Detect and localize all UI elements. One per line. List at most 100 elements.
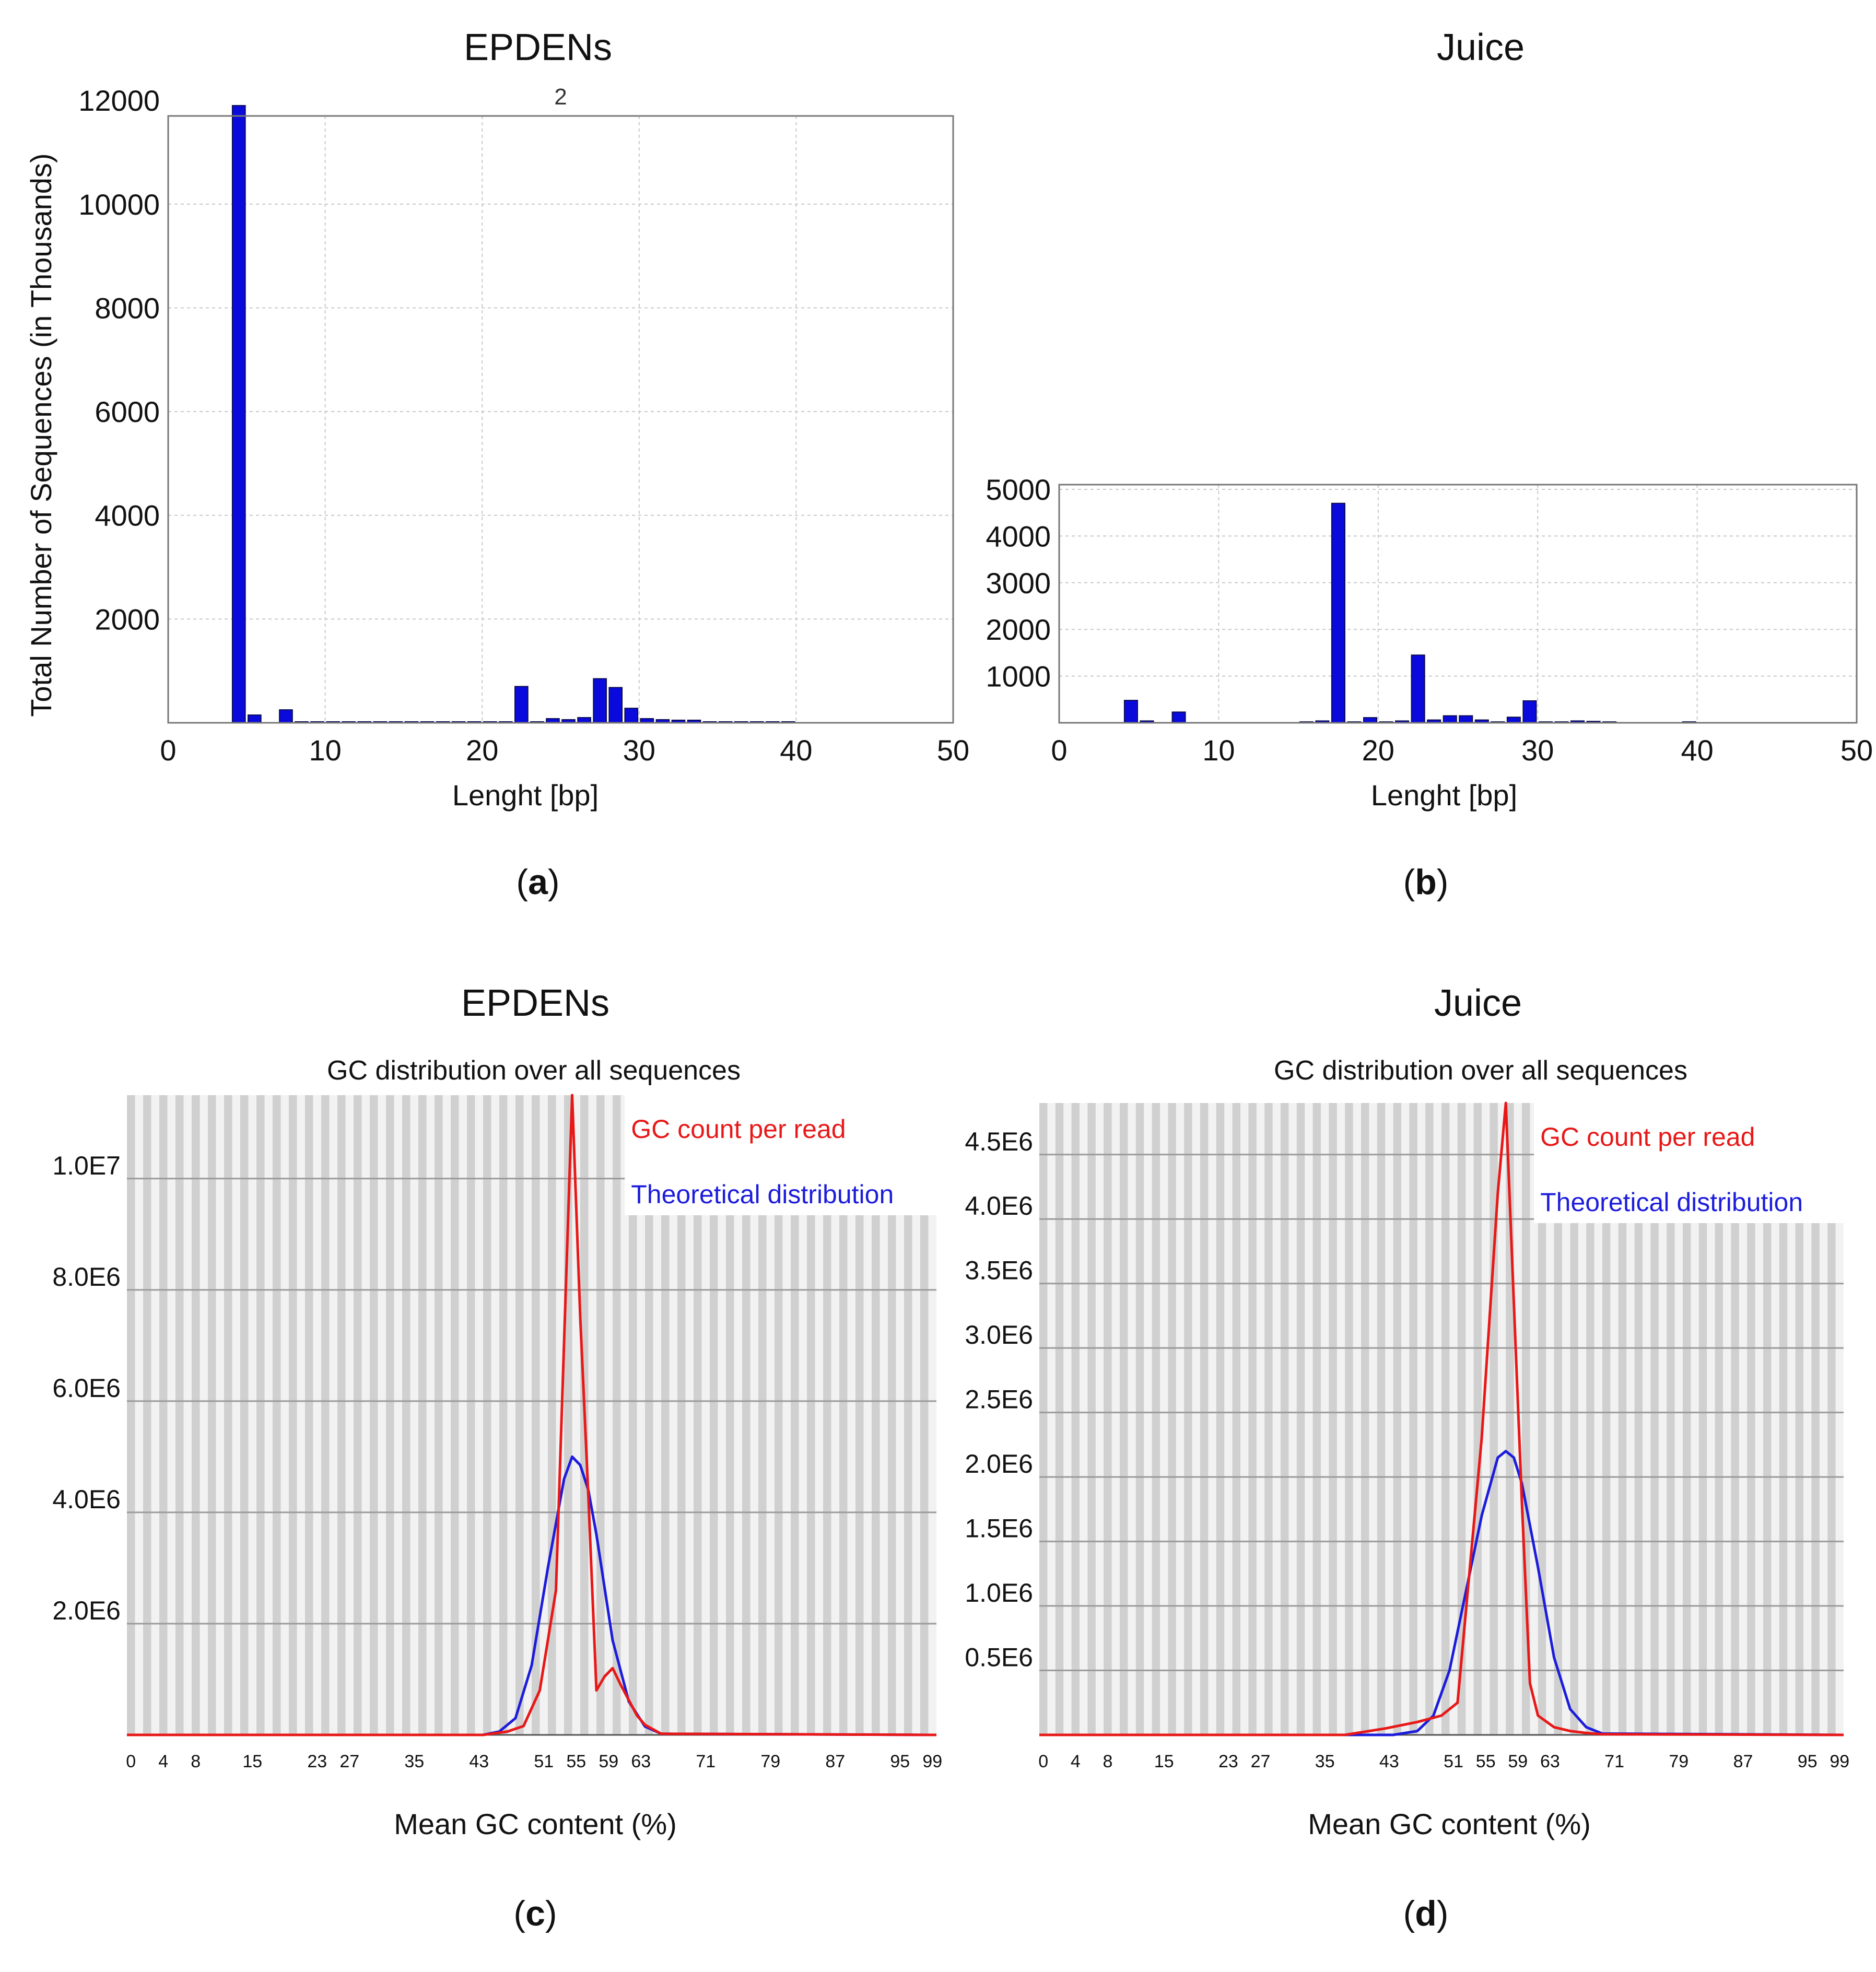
stripe [127,1095,135,1735]
x-tick-label: 0 [1051,734,1067,767]
stripe [1811,1103,1820,1735]
stripe [1554,1103,1562,1735]
stripe [1135,1103,1144,1735]
x-tick-label: 0 [160,734,176,767]
stripe [305,1095,313,1735]
stripe [645,1095,653,1735]
stripe [1747,1103,1755,1735]
x-tick-label: 40 [1681,734,1713,767]
panel-c: EPDENs GC distribution over all sequence… [0,935,942,1972]
stripe [694,1095,702,1735]
stripe [418,1095,427,1735]
bar [279,709,293,723]
x-tick-label: 50 [1840,734,1873,767]
y-tick-label: 2000 [95,603,160,636]
bar [1522,700,1537,723]
stripe [1457,1103,1466,1735]
stripe [499,1095,508,1735]
stripe [613,1095,621,1735]
stripe [386,1095,394,1735]
bar [231,105,246,724]
x-tick-label: 43 [1379,1752,1399,1771]
x-tick-label: 79 [1669,1752,1689,1771]
x-tick-label: 35 [404,1752,424,1771]
panel-d: Juice GC distribution over all sequences… [940,935,1876,1972]
stripe [192,1095,200,1735]
chart-a-title: EPDENs [463,27,613,68]
stripe [1409,1103,1417,1735]
plot-area [168,116,953,723]
stripe [1795,1103,1803,1735]
bar [593,678,607,723]
series-line [1039,1450,1844,1736]
legend-box [625,1095,936,1215]
stripe [1216,1103,1225,1735]
chart-c-title: EPDENs [461,982,610,1024]
stripe [321,1095,330,1735]
bar [1123,700,1138,724]
y-tick-label: 5000 [986,473,1051,506]
stripe [629,1095,637,1735]
stripe [596,1095,605,1735]
x-tick-label: 50 [937,734,969,767]
stripe [791,1095,799,1735]
x-tick-label: 20 [1362,734,1394,767]
stripe [1152,1103,1160,1735]
x-tick-label: 30 [623,734,655,767]
x-tick-label: 40 [780,734,812,767]
stripe [1618,1103,1627,1735]
stripe [1120,1103,1128,1735]
x-tick-label: 55 [566,1752,586,1771]
x-tick-label: 63 [1540,1752,1560,1771]
chart-a-xlabel: Lenght [bp] [452,779,599,812]
stripe [273,1095,281,1735]
x-tick-label: 71 [696,1752,716,1771]
x-tick-label: 8 [1103,1752,1112,1771]
stripe [1570,1103,1578,1735]
stripe [1296,1103,1305,1735]
stripe [224,1095,232,1735]
stripe [354,1095,362,1735]
stripe [1345,1103,1353,1735]
panel-label-b: (b) [1403,862,1449,902]
stripe [337,1095,346,1735]
x-tick-label: 99 [1830,1752,1849,1771]
stripe [1586,1103,1594,1735]
stripe [1683,1103,1691,1735]
chart-b-title: Juice [1436,27,1525,68]
legend-entry: GC count per read [1540,1122,1755,1152]
bar [248,714,262,723]
stripe [1731,1103,1739,1735]
stripe [726,1095,734,1735]
y-tick-label: 3000 [986,567,1051,600]
x-tick-label: 8 [191,1752,201,1771]
stripe [467,1095,475,1735]
x-tick-label: 95 [890,1752,910,1771]
x-tick-label: 87 [825,1752,845,1771]
stripe [1490,1103,1498,1735]
bar [1331,502,1345,723]
x-tick-label: 71 [1604,1752,1624,1771]
stripe [710,1095,718,1735]
y-tick-label: 3.0E6 [965,1320,1033,1349]
y-tick-label: 2000 [986,613,1051,646]
x-tick-label: 0 [126,1752,136,1771]
stripe [1698,1103,1707,1735]
stripe [532,1095,540,1735]
stripe [888,1095,896,1735]
y-tick-label: 4000 [986,520,1051,553]
stripe [1473,1103,1482,1735]
stripe [1602,1103,1611,1735]
stripe [1087,1103,1096,1735]
bar [1171,711,1186,724]
panel-label-c: (c) [513,1894,557,1933]
stripe [677,1095,686,1735]
plot-area [1059,485,1857,723]
stripe [1763,1103,1772,1735]
chart-d-title: Juice [1434,982,1522,1024]
stripe [289,1095,297,1735]
stripe [1168,1103,1176,1735]
x-tick-label: 35 [1315,1752,1335,1771]
bar [624,708,639,723]
y-tick-label: 2.0E6 [965,1449,1033,1478]
